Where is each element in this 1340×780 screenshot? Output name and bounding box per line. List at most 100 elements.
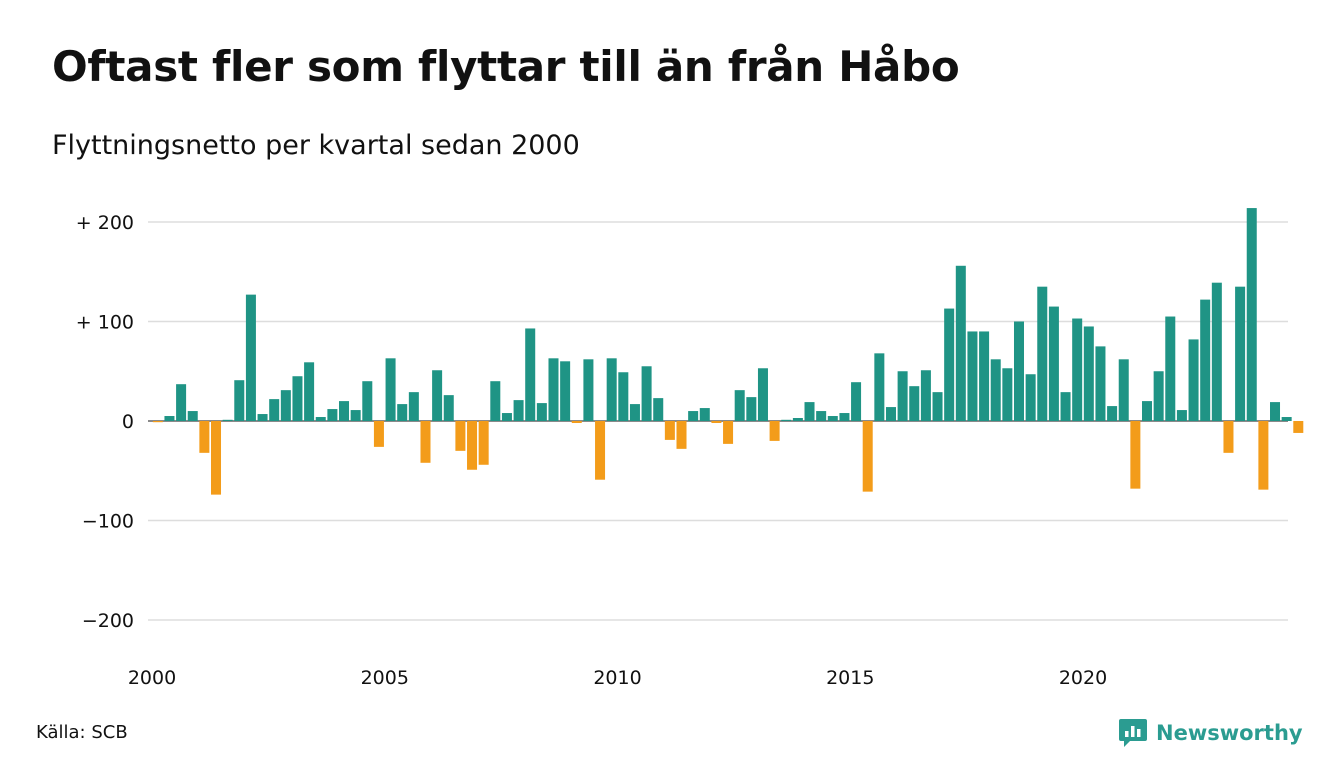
bar: 2013 K2: -20 <box>769 421 780 441</box>
bar: 2024 K2: 4 <box>1281 417 1292 421</box>
bar: 2003 K2: 59 <box>304 362 315 421</box>
bar: 2007 K1: -44 <box>478 421 489 465</box>
bar: 2021 K3: 50 <box>1153 371 1164 421</box>
bar: 2000 K1: -1 <box>152 421 163 423</box>
y-tick-label: + 100 <box>76 312 134 334</box>
bar: 2007 K3: 8 <box>501 413 512 421</box>
bar: 2003 K4: 12 <box>327 409 338 421</box>
brand-name: Newsworthy <box>1156 721 1303 745</box>
bar: 2020 K2: 75 <box>1095 346 1106 422</box>
bar: 2012 K1: -2 <box>711 421 722 423</box>
x-tick-label: 2020 <box>1059 667 1107 689</box>
bar: 2004 K4: -26 <box>373 421 384 447</box>
newsworthy-logo-icon <box>1119 719 1147 747</box>
bar: 2008 K3: 63 <box>548 358 559 421</box>
bars: 2000 K1: -12000 K2: 52000 K3: 372000 K4:… <box>152 208 1304 495</box>
bar: 2009 K2: 62 <box>583 359 594 421</box>
bar: 2000 K4: 10 <box>187 411 198 421</box>
bar: 2004 K3: 40 <box>362 381 373 421</box>
bar: 2011 K2: -28 <box>676 421 687 449</box>
bar: 2001 K1: -32 <box>199 421 210 453</box>
bar: 2005 K3: 29 <box>408 392 419 421</box>
bar: 2003 K1: 45 <box>292 376 303 421</box>
bar: 2023 K3: 214 <box>1246 208 1257 421</box>
bar: 2000 K2: 5 <box>164 416 175 421</box>
bar: 2017 K2: 156 <box>955 265 966 421</box>
bar: 2009 K4: 63 <box>606 358 617 421</box>
bar: 2016 K3: 51 <box>920 370 931 421</box>
bar: 2008 K4: 60 <box>560 361 571 421</box>
chart-subtitle: Flyttningsnetto per kvartal sedan 2000 <box>52 130 580 161</box>
bar: 2021 K1: -68 <box>1130 421 1141 489</box>
bar: 2023 K4: -69 <box>1258 421 1269 490</box>
bar: 2012 K3: 31 <box>734 390 745 421</box>
bar: 2022 K3: 122 <box>1200 299 1211 421</box>
bar: 2019 K2: 115 <box>1048 306 1059 421</box>
newsworthy-brand: Newsworthy <box>1118 716 1303 750</box>
bar: 2020 K3: 15 <box>1107 406 1118 421</box>
bar: 2019 K4: 103 <box>1072 318 1083 421</box>
bar: 2011 K3: 10 <box>688 411 699 421</box>
bar: 2006 K4: -49 <box>467 421 478 470</box>
bar: undefined: -12 <box>1293 421 1304 433</box>
bar: 2007 K4: 21 <box>513 400 524 421</box>
bar: 2015 K1: 39 <box>851 382 862 421</box>
bar: 2004 K1: 20 <box>339 401 350 421</box>
bar: 2021 K4: 105 <box>1165 316 1176 421</box>
bar: 2004 K2: 11 <box>350 410 361 421</box>
bar: 2018 K4: 47 <box>1025 374 1036 421</box>
bar: 2014 K3: 5 <box>827 416 838 421</box>
bar: 2019 K1: 135 <box>1037 286 1048 421</box>
bar: 2006 K1: 51 <box>432 370 443 421</box>
bar: 2014 K1: 19 <box>804 402 815 421</box>
y-tick-label: −200 <box>82 610 134 632</box>
bar: 2016 K4: 29 <box>932 392 943 421</box>
bar: 2015 K4: 14 <box>885 407 896 421</box>
bar: 2008 K2: 18 <box>536 403 547 421</box>
x-tick-label: 2000 <box>128 667 176 689</box>
bar: 2020 K4: 62 <box>1118 359 1129 421</box>
bar: 2018 K3: 100 <box>1013 321 1024 421</box>
bar: 2022 K1: 11 <box>1176 410 1187 421</box>
bar: 2010 K3: 55 <box>641 366 652 421</box>
y-axis-ticks: + 200 + 100 0 −100 −200 <box>76 212 134 632</box>
y-tick-label: 0 <box>122 411 134 433</box>
bar: 2008 K1: 93 <box>525 328 536 421</box>
bar: 2000 K3: 37 <box>176 384 187 421</box>
bar: 2021 K2: 20 <box>1142 401 1153 421</box>
x-tick-label: 2010 <box>593 667 641 689</box>
bar: 2009 K1: -2 <box>571 421 582 423</box>
bar: 2011 K1: -19 <box>664 421 675 440</box>
bar: 2007 K2: 40 <box>490 381 501 421</box>
bar: 2006 K2: 26 <box>443 395 454 421</box>
bar: 2015 K2: -71 <box>862 421 873 492</box>
bar: 2010 K2: 17 <box>629 404 640 421</box>
bar: 2001 K4: 41 <box>234 380 245 421</box>
bar: 2011 K4: 13 <box>699 408 710 421</box>
bar: 2012 K4: 24 <box>746 397 757 421</box>
bar: 2005 K4: -42 <box>420 421 431 463</box>
y-tick-label: −100 <box>82 511 134 533</box>
bar: 2006 K3: -30 <box>455 421 466 451</box>
bar: 2016 K2: 35 <box>909 386 920 421</box>
bar: 2017 K3: 90 <box>967 331 978 421</box>
x-tick-label: 2015 <box>826 667 874 689</box>
x-axis-ticks: 2000 2005 2010 2015 2020 <box>128 667 1107 689</box>
bar: 2023 K2: 135 <box>1235 286 1246 421</box>
x-tick-label: 2005 <box>361 667 409 689</box>
bar: 2003 K3: 4 <box>315 417 326 421</box>
bar: 2020 K1: 95 <box>1083 326 1094 421</box>
bar: 2014 K4: 8 <box>839 413 850 421</box>
bar: 2018 K1: 62 <box>990 359 1001 421</box>
bar: 2015 K3: 68 <box>874 353 885 421</box>
bar: 2005 K2: 17 <box>397 404 408 421</box>
bar: 2022 K2: 82 <box>1188 339 1199 421</box>
bar: 2014 K2: 10 <box>816 411 827 421</box>
bar: 2005 K1: 63 <box>385 358 396 421</box>
bar: 2010 K1: 49 <box>618 372 629 421</box>
